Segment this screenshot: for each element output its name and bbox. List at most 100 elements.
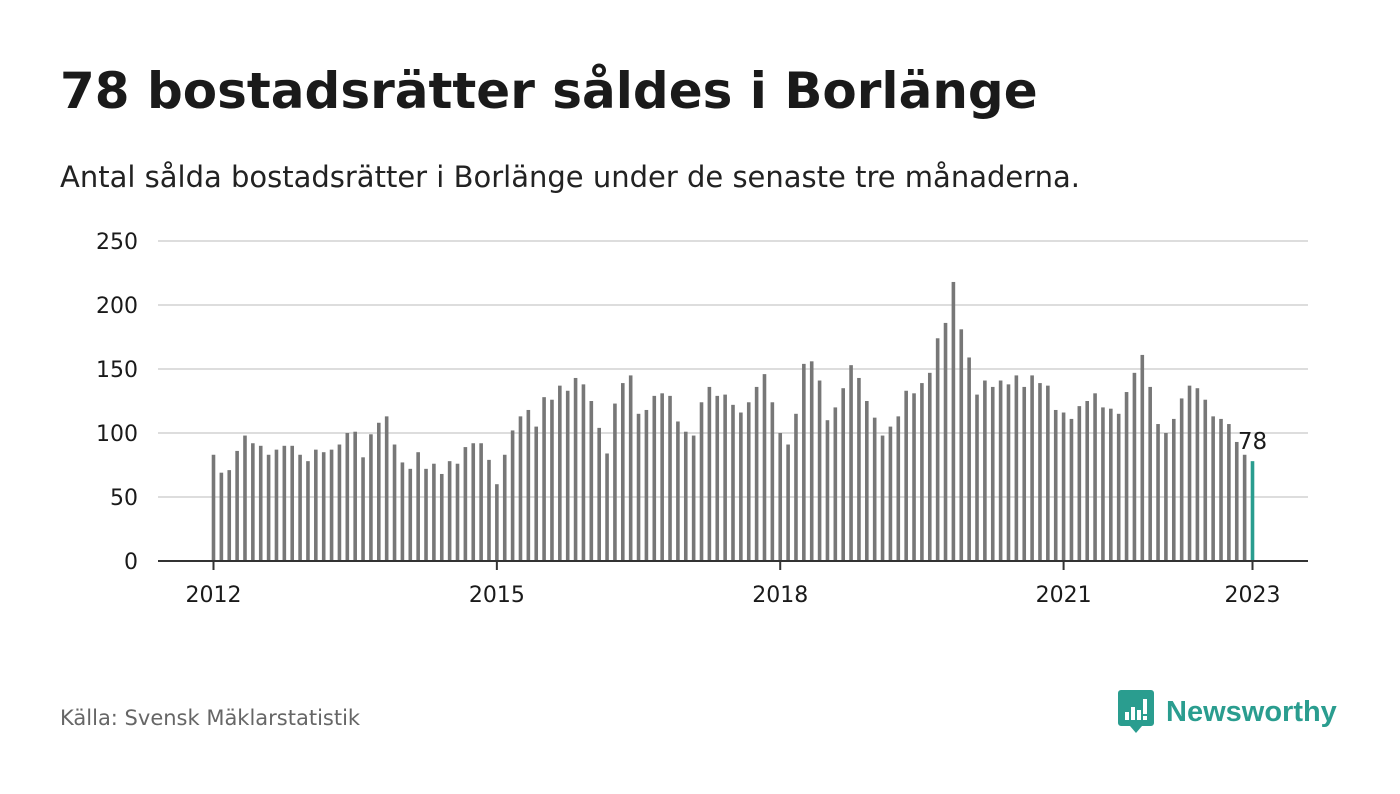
bar (455, 463, 460, 561)
bar (1164, 433, 1168, 561)
bar (998, 380, 1003, 561)
bar (613, 403, 617, 561)
chart-title: 78 bostadsrätter såldes i Borlänge (60, 62, 1038, 120)
bar (211, 454, 216, 561)
bar (920, 383, 924, 561)
y-tick-label: 250 (96, 230, 138, 255)
bar (298, 454, 302, 561)
newsworthy-logo-icon (1118, 690, 1154, 733)
bar (621, 383, 625, 561)
bar (479, 443, 483, 561)
bar (967, 357, 971, 561)
bar (1053, 409, 1058, 561)
bar (951, 281, 956, 561)
bar (463, 447, 468, 561)
bar (943, 322, 948, 561)
bar (597, 427, 601, 561)
bar (1014, 375, 1019, 561)
bar (880, 435, 885, 561)
bar (605, 453, 609, 561)
bar (369, 434, 373, 561)
bar (802, 363, 806, 561)
bar (1140, 354, 1145, 561)
x-tick-label: 2015 (469, 583, 525, 608)
bar (683, 431, 688, 561)
bar (825, 420, 830, 561)
bar (715, 395, 720, 561)
bar (258, 445, 263, 561)
bar (502, 454, 507, 561)
bar (652, 395, 657, 561)
bar (266, 454, 271, 561)
bar (1022, 386, 1027, 561)
bar (1006, 384, 1011, 561)
bar (723, 394, 727, 561)
bar (754, 386, 759, 561)
bar (786, 444, 790, 561)
bar (817, 380, 822, 561)
bar (1077, 406, 1082, 561)
bar (794, 413, 798, 561)
bar (644, 409, 649, 561)
bar (345, 433, 350, 561)
bar (573, 377, 578, 561)
bar (290, 445, 295, 561)
y-tick-label: 50 (110, 486, 138, 511)
bar (959, 329, 964, 561)
bar (321, 452, 326, 561)
bar (746, 402, 751, 561)
bar (865, 401, 869, 561)
bar (1234, 441, 1239, 561)
bar (274, 449, 279, 561)
bar (731, 404, 735, 561)
bar (471, 443, 476, 561)
bar (1109, 408, 1113, 561)
x-tick-label: 2023 (1225, 583, 1281, 608)
bar (935, 338, 940, 561)
bar (495, 484, 499, 561)
bar (1195, 388, 1200, 561)
bar (833, 407, 838, 561)
bar (534, 426, 539, 561)
bar (707, 386, 712, 561)
bar (699, 402, 704, 561)
bar (770, 402, 775, 561)
x-tick-label: 2012 (186, 583, 242, 608)
bar (1219, 418, 1223, 561)
bar (1069, 418, 1074, 561)
bar (329, 449, 334, 561)
bar (1030, 375, 1034, 561)
y-tick-label: 0 (124, 550, 138, 575)
bar (636, 413, 641, 561)
bar (384, 416, 389, 561)
bar (1101, 407, 1105, 561)
bar (628, 375, 633, 561)
bar (1211, 416, 1215, 561)
bar (1116, 413, 1121, 561)
bar (306, 461, 310, 561)
bar-latest (1250, 461, 1255, 561)
bar (1179, 398, 1184, 561)
bar (392, 444, 397, 561)
bar (581, 384, 586, 561)
bar (487, 459, 491, 561)
bar (676, 421, 680, 561)
bar (243, 435, 247, 561)
bar (235, 450, 239, 561)
bar (432, 463, 436, 561)
bar (1171, 418, 1176, 561)
bar (550, 399, 554, 561)
source-note: Källa: Svensk Mäklarstatistik (60, 706, 361, 730)
bar (518, 416, 523, 561)
x-tick-label: 2018 (752, 583, 808, 608)
newsworthy-logo[interactable]: Newsworthy (1118, 690, 1337, 734)
y-tick-label: 150 (96, 358, 138, 383)
bar (809, 361, 814, 561)
bar (439, 473, 444, 561)
bar (896, 416, 901, 561)
bar (872, 417, 877, 561)
bar (1124, 392, 1129, 561)
latest-value-label: 78 (1238, 429, 1267, 455)
bar (416, 452, 420, 561)
bar (927, 372, 932, 561)
